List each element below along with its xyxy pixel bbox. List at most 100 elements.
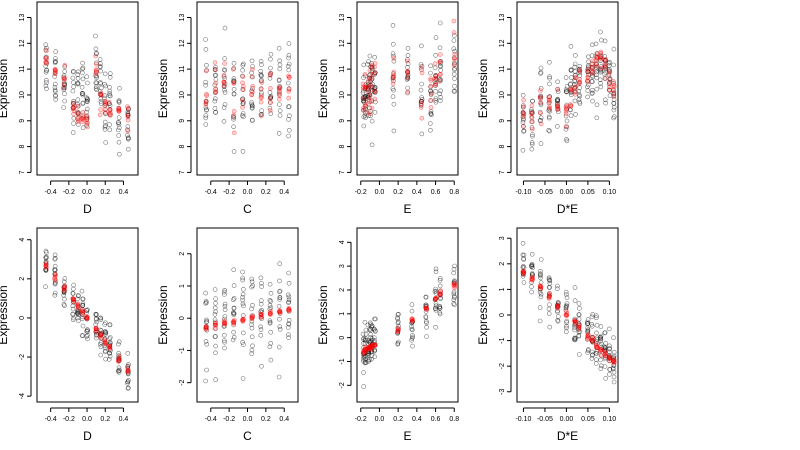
observed-point — [598, 333, 604, 339]
observed-point — [277, 289, 282, 295]
data-points — [43, 248, 131, 391]
observed-point — [529, 284, 534, 290]
observed-point — [276, 45, 282, 51]
observed-point — [75, 81, 81, 86]
observed-point — [529, 289, 534, 295]
observed-point — [116, 369, 122, 375]
y-tick-label: -2 — [499, 363, 506, 369]
y-tick-label: 4 — [19, 238, 26, 242]
observed-point — [602, 71, 607, 77]
fitted-point — [258, 315, 264, 320]
observed-point — [267, 281, 273, 287]
observed-point — [598, 341, 604, 347]
observed-point — [395, 341, 401, 347]
fitted-point — [212, 326, 218, 331]
fitted-point — [611, 360, 617, 365]
observed-point — [585, 350, 590, 355]
observed-point — [107, 75, 113, 80]
observed-point — [564, 325, 569, 331]
observed-point — [221, 119, 227, 124]
y-tick-label: 2 — [179, 252, 186, 256]
fitted-point — [428, 91, 434, 97]
fitted-point — [250, 67, 255, 72]
observed-point — [102, 71, 108, 77]
y-axis-label: Expression — [476, 285, 490, 344]
observed-point — [520, 241, 526, 246]
observed-point — [231, 310, 236, 315]
fitted-point — [585, 334, 591, 340]
observed-point — [107, 127, 113, 133]
observed-point — [362, 337, 368, 343]
x-axis-label: C — [243, 429, 252, 443]
fitted-point — [70, 101, 76, 107]
observed-point — [240, 87, 246, 92]
observed-point — [585, 319, 590, 325]
x-tick-label: -0.4 — [205, 189, 217, 196]
fitted-point — [80, 110, 86, 115]
observed-point — [258, 69, 264, 74]
observed-point — [568, 75, 574, 80]
fitted-point — [576, 326, 582, 332]
y-tick-label: 13 — [499, 13, 506, 21]
fitted-point — [521, 104, 526, 110]
plot-panel-3: -0.2 0.0 0.2 0.4 0.6 0.8 E 7 8 9 10 11 12 13 Expressio… — [316, 1, 459, 216]
fitted-point — [555, 87, 561, 92]
observed-point — [268, 111, 274, 116]
observed-point — [107, 88, 113, 94]
observed-point — [80, 70, 85, 76]
observed-point — [585, 330, 591, 336]
observed-point — [102, 127, 108, 132]
fitted-point — [577, 77, 583, 82]
observed-point — [76, 318, 81, 324]
observed-point — [391, 128, 397, 134]
observed-point — [520, 148, 526, 153]
fitted-point — [76, 111, 81, 117]
x-tick-label: -0.2 — [223, 416, 235, 423]
x-tick-label: 0.6 — [431, 416, 441, 423]
observed-point — [438, 68, 444, 73]
y-tick-label: 7 — [19, 170, 26, 174]
observed-point — [590, 90, 595, 96]
observed-point — [452, 84, 457, 89]
plot-panel-5: -0.4 -0.2 0.0 0.2 0.4 D -4 -2 0 2 4 Expression — [0, 227, 139, 443]
observed-point — [610, 365, 616, 371]
observed-point — [555, 79, 560, 85]
fitted-point — [116, 107, 122, 113]
observed-point — [203, 339, 209, 344]
y-tick-label: 0 — [339, 336, 346, 340]
observed-point — [258, 324, 264, 330]
fitted-point — [61, 81, 67, 87]
y-tick-label: 8 — [499, 145, 506, 149]
observed-point — [424, 324, 429, 330]
fitted-point — [451, 282, 457, 288]
observed-point — [222, 56, 227, 61]
x-tick-label: 0.0 — [243, 189, 253, 196]
observed-point — [451, 38, 457, 43]
observed-point — [126, 135, 131, 140]
fitted-point — [585, 69, 591, 75]
observed-point — [231, 91, 237, 97]
y-tick-label: 11 — [179, 65, 186, 72]
fitted-point — [108, 110, 113, 116]
fitted-point — [102, 109, 108, 115]
fitted-point — [585, 78, 590, 84]
observed-point — [268, 298, 274, 304]
fitted-point — [451, 18, 457, 24]
observed-point — [529, 141, 535, 147]
observed-point — [433, 324, 438, 330]
observed-point — [521, 257, 527, 262]
observed-point — [240, 113, 245, 118]
observed-point — [438, 58, 444, 64]
observed-point — [391, 87, 396, 93]
observed-point — [365, 93, 370, 98]
observed-point — [126, 362, 131, 367]
fitted-point — [231, 320, 236, 326]
observed-point — [98, 352, 103, 358]
fitted-point — [538, 100, 543, 105]
observed-point — [437, 283, 443, 289]
observed-point — [593, 315, 599, 321]
y-tick-label: 8 — [179, 145, 186, 149]
observed-point — [361, 123, 367, 129]
fitted-point — [603, 76, 608, 81]
fitted-point — [61, 76, 67, 81]
